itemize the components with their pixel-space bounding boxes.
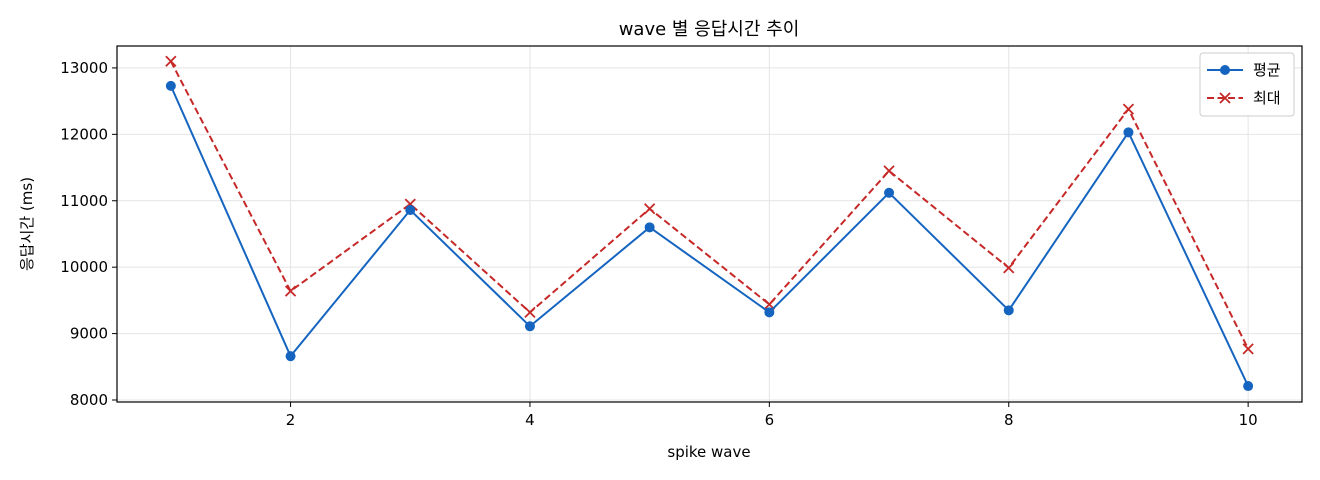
data-point-mean	[1003, 305, 1014, 316]
data-point-mean	[524, 321, 535, 332]
grid	[117, 46, 1302, 402]
data-point-mean	[405, 205, 416, 216]
series-max	[165, 55, 1254, 355]
data-point-max	[644, 203, 656, 215]
x-tick-label: 10	[1239, 411, 1258, 429]
data-point-mean	[1243, 381, 1254, 392]
data-point-max	[284, 285, 297, 297]
data-point-mean	[165, 80, 176, 91]
legend-marker-max	[1219, 92, 1231, 104]
y-tick-label: 11000	[60, 192, 108, 210]
legend-label-mean: 평균	[1253, 61, 1281, 79]
data-point-max	[1242, 343, 1254, 355]
data-point-mean	[764, 307, 775, 318]
y-axis-label: 응답시간 (ms)	[18, 177, 36, 271]
data-point-max	[165, 55, 177, 67]
y-tick-label: 13000	[60, 59, 108, 77]
ticks: 2 4 6 8 10 8000 9000 10000 11000 12000 13000	[60, 59, 1257, 429]
x-tick-label: 8	[1004, 411, 1014, 429]
series-line-max	[169, 60, 1250, 350]
y-tick-label: 10000	[60, 258, 108, 276]
series-line-mean	[169, 85, 1250, 387]
chart-title: wave 별 응답시간 추이	[619, 19, 800, 40]
data-point-max	[883, 165, 895, 177]
data-point-mean	[884, 187, 895, 198]
legend-marker-mean	[1220, 65, 1230, 75]
x-axis-label: spike wave	[667, 443, 750, 461]
data-point-max	[1003, 262, 1015, 274]
series-layer	[165, 55, 1254, 392]
y-tick-label: 8000	[70, 391, 108, 409]
series-mean	[165, 80, 1254, 392]
legend-label-max: 최대	[1253, 89, 1281, 107]
data-point-max	[1122, 103, 1135, 115]
y-tick-label: 12000	[60, 125, 108, 143]
x-tick-label: 2	[286, 411, 296, 429]
y-tick-label: 9000	[70, 325, 108, 343]
data-point-mean	[285, 351, 296, 362]
data-point-mean	[644, 222, 655, 233]
data-point-mean	[1123, 127, 1134, 138]
x-tick-label: 4	[525, 411, 535, 429]
x-tick-label: 6	[765, 411, 775, 429]
plot-frame	[116, 45, 1303, 403]
data-point-max	[524, 306, 536, 318]
